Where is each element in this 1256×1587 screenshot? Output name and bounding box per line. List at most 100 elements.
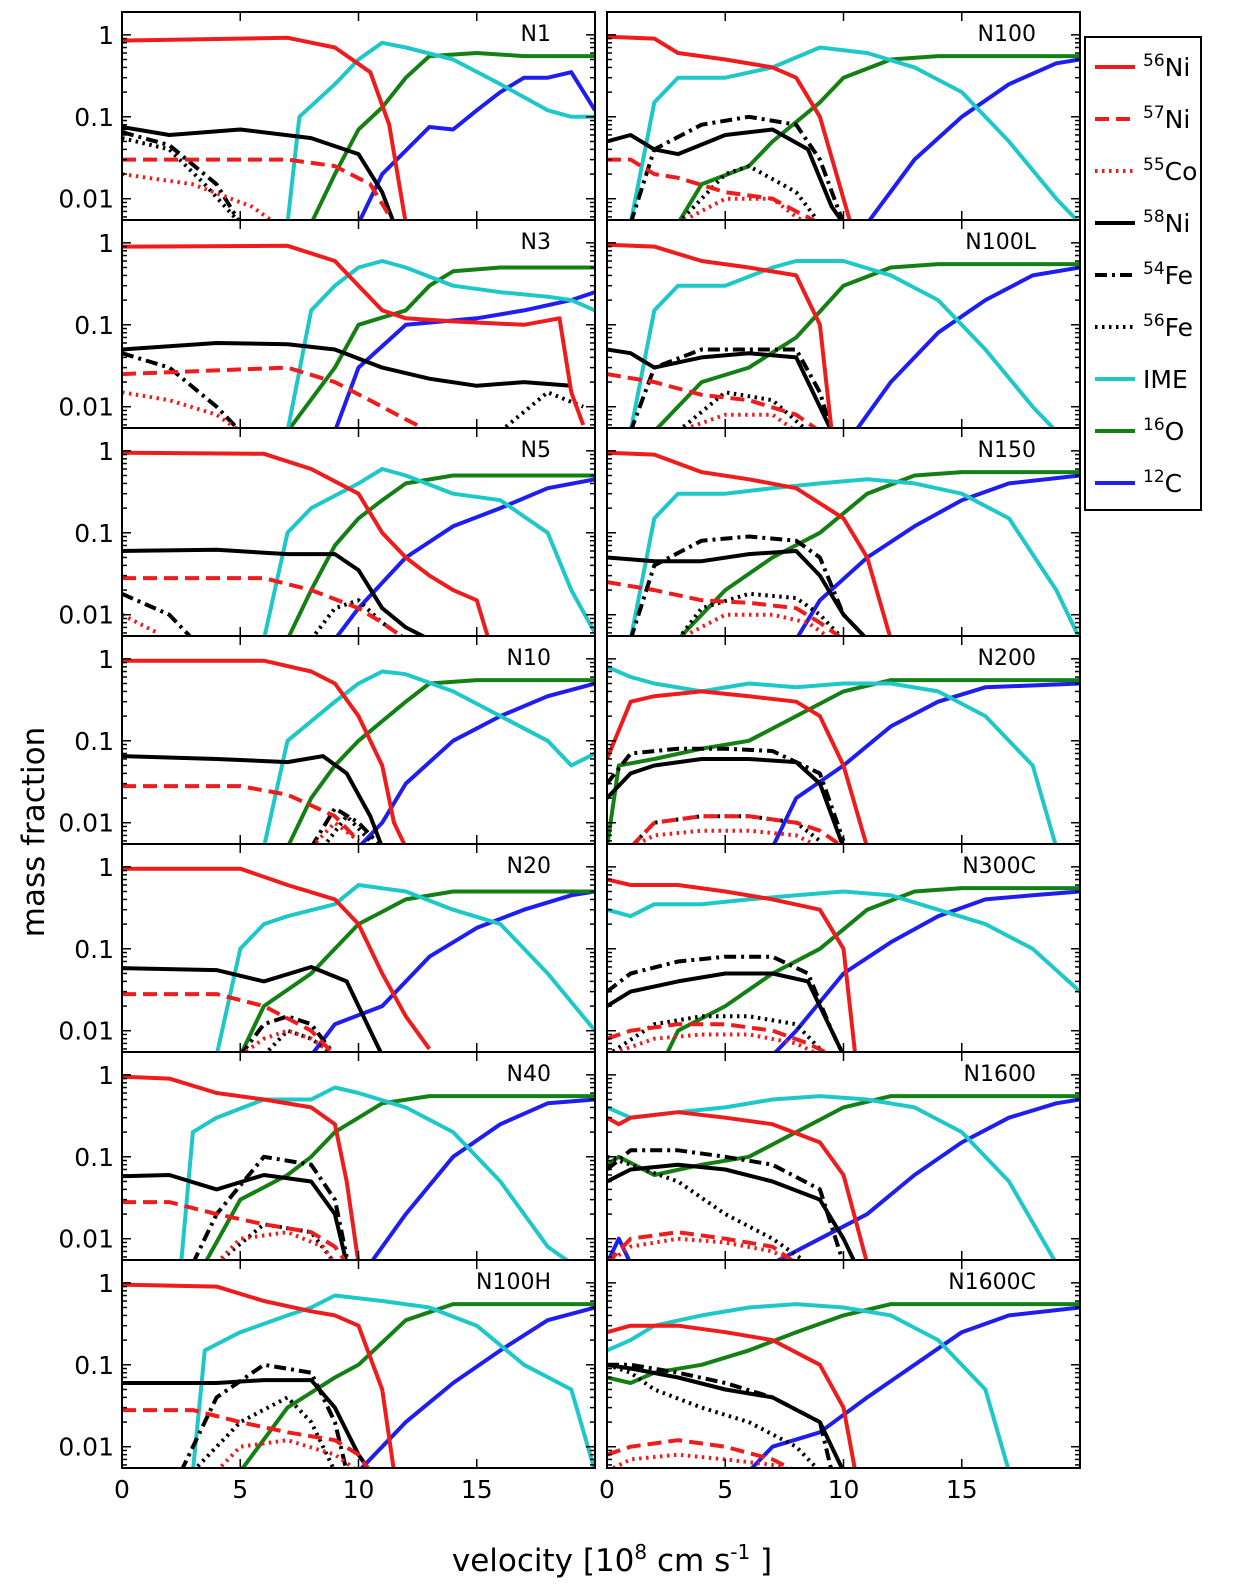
y-tick-label: 0.01: [58, 1433, 114, 1462]
series-c12: [607, 1097, 1080, 1260]
series-ime: [607, 664, 1058, 844]
series-group: [122, 866, 595, 1052]
series-ni56: [607, 34, 852, 220]
panel-label: N1600C: [948, 1270, 1036, 1295]
panel-label: N100: [978, 22, 1036, 47]
series-ime: [629, 45, 1080, 220]
x-tick-label: 15: [946, 1475, 978, 1504]
x-axis-label-exp2: -1: [730, 1540, 750, 1564]
series-ni57: [122, 1408, 371, 1468]
legend-label-ni57: 57Ni: [1143, 103, 1190, 134]
series-fe54: [607, 1148, 845, 1260]
y-tick-label: 0.1: [74, 1351, 114, 1380]
x-axis-label-exp: 8: [634, 1540, 647, 1564]
series-ni58: [607, 127, 844, 220]
series-ni56: [607, 242, 834, 428]
legend-label-co55: 55Co: [1143, 155, 1197, 186]
panels-layer: N1 1 0.1 0.01 N3 1 0.1 0.01 N5 1 0.1 0.01 N10 1 0.1 0.0…: [58, 11, 1081, 1504]
series-ime: [607, 889, 1080, 994]
y-tick-label: 0.1: [74, 727, 114, 756]
series-ime: [629, 259, 1056, 428]
series-fe54: [122, 351, 240, 428]
panel-label: N300C: [962, 854, 1036, 879]
series-ni58: [607, 757, 845, 844]
series-group: [122, 35, 595, 220]
y-tick-label: 0.01: [58, 809, 114, 838]
series-ni57: [122, 365, 428, 428]
y-axis-label: mass fraction: [16, 727, 52, 937]
series-ni58: [607, 549, 867, 636]
y-tick-label: 0.01: [58, 1225, 114, 1254]
series-c12: [772, 889, 1080, 1052]
legend: 56Ni 57Ni 55Co 58Ni 54Fe 56Fe IME 16O 12C: [1084, 36, 1202, 511]
x-tick-label: 15: [461, 1475, 493, 1504]
panel-n5: N5 1 0.1 0.01: [58, 427, 596, 637]
series-ni58: [122, 341, 572, 388]
series-fe56: [193, 1395, 336, 1468]
series-fe56: [608, 1014, 822, 1052]
panel-label: N100L: [965, 230, 1036, 255]
series-ime: [215, 883, 595, 1052]
y-tick-label: 0.1: [74, 103, 114, 132]
panel-label: N100H: [476, 1270, 551, 1295]
series-ni56: [122, 658, 407, 844]
series-fe56: [122, 136, 240, 220]
series-ni56: [122, 35, 408, 220]
panel-n40: N40 1 0.1 0.01: [58, 1051, 596, 1261]
panel-label: N1600: [964, 1062, 1036, 1087]
series-fe54: [310, 806, 382, 844]
series-group: [122, 1282, 595, 1468]
series-o16: [240, 1302, 595, 1468]
series-fe54: [180, 1362, 348, 1468]
series-fe54: [122, 130, 241, 220]
series-c12: [370, 1097, 595, 1260]
series-co55: [680, 612, 831, 636]
panel-label: N10: [507, 646, 551, 671]
series-ni58: [607, 1362, 845, 1468]
series-ni56: [122, 450, 490, 636]
series-o16: [678, 470, 1080, 636]
panel-n150: N150: [606, 427, 1081, 637]
series-ni58: [122, 1173, 348, 1260]
y-tick-label: 0.1: [74, 935, 114, 964]
series-ni56: [122, 1074, 361, 1260]
x-tick-label: 5: [232, 1475, 248, 1504]
series-ni56: [607, 1110, 869, 1260]
panel-label: N20: [507, 854, 551, 879]
series-ni57: [631, 814, 843, 844]
series-o16: [204, 1094, 595, 1260]
series-group: [122, 243, 595, 428]
series-ni58: [122, 965, 383, 1052]
y-tick-label: 1: [98, 853, 114, 882]
panel-n300c: N300C: [606, 843, 1081, 1053]
series-o16: [677, 54, 1080, 220]
y-tick-label: 1: [98, 645, 114, 674]
x-tick-label: 10: [828, 1475, 860, 1504]
series-ni57: [607, 372, 819, 428]
series-ni56: [607, 877, 857, 1052]
series-o16: [286, 678, 595, 844]
panel-n100l: N100L: [606, 219, 1081, 429]
series-o16: [310, 51, 595, 220]
y-tick-label: 0.01: [58, 185, 114, 214]
series-fe54: [240, 1014, 335, 1052]
series-ni57: [607, 157, 818, 220]
x-tick-label: 5: [717, 1475, 733, 1504]
series-o16: [286, 473, 595, 636]
y-tick-label: 0.01: [58, 1017, 114, 1046]
series-ime: [285, 40, 595, 220]
series-ime: [262, 669, 595, 844]
y-tick-label: 0.1: [74, 519, 114, 548]
y-tick-label: 0.01: [58, 393, 114, 422]
series-ni58: [122, 754, 384, 844]
series-ni57: [122, 576, 405, 636]
series-ni57: [122, 157, 395, 220]
x-axis-label-end: ]: [750, 1543, 772, 1579]
series-group: [607, 450, 1080, 636]
legend-label-fe56: 56Fe: [1143, 311, 1193, 342]
series-group: [122, 450, 595, 636]
series-group: [607, 242, 1080, 428]
series-c12: [795, 473, 1080, 636]
series-o16: [654, 262, 1080, 428]
x-tick-label: 0: [599, 1475, 615, 1504]
